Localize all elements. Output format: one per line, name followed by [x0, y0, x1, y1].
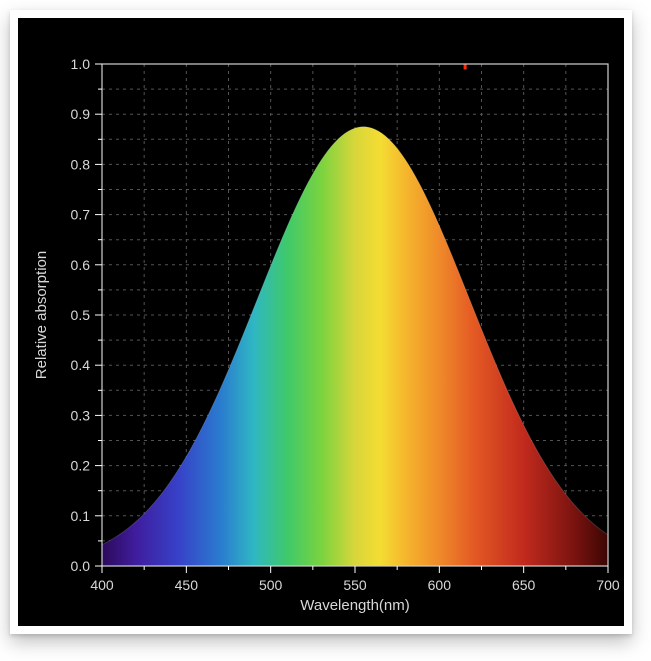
svg-text:500: 500 [259, 577, 283, 593]
svg-text:650: 650 [512, 577, 536, 593]
svg-text:450: 450 [175, 577, 199, 593]
figure-frame: 400 450 500 550 600 650 700 0.0 0.1 0.2 0.3 0.4 0.5 0… [0, 0, 651, 661]
spectral-absorption-chart: 400 450 500 550 600 650 700 0.0 0.1 0.2 0.3 0.4 0.5 0… [18, 18, 624, 626]
svg-text:0.3: 0.3 [71, 407, 91, 423]
svg-text:0.2: 0.2 [71, 458, 91, 474]
svg-text:0.7: 0.7 [71, 207, 91, 223]
svg-text:0.8: 0.8 [71, 156, 91, 172]
svg-text:0.9: 0.9 [71, 106, 91, 122]
svg-text:550: 550 [343, 577, 367, 593]
svg-text:0.4: 0.4 [71, 357, 91, 373]
svg-text:700: 700 [596, 577, 620, 593]
chart-card: 400 450 500 550 600 650 700 0.0 0.1 0.2 0.3 0.4 0.5 0… [10, 10, 632, 634]
svg-text:400: 400 [90, 577, 114, 593]
svg-text:0.5: 0.5 [71, 307, 91, 323]
svg-text:1.0: 1.0 [71, 56, 91, 72]
svg-text:0.6: 0.6 [71, 257, 91, 273]
x-axis-label: Wavelength(nm) [300, 597, 409, 614]
svg-text:0.1: 0.1 [71, 508, 91, 524]
y-axis-label: Relative absorption [33, 251, 50, 379]
svg-text:0.0: 0.0 [71, 558, 91, 574]
svg-text:600: 600 [428, 577, 452, 593]
